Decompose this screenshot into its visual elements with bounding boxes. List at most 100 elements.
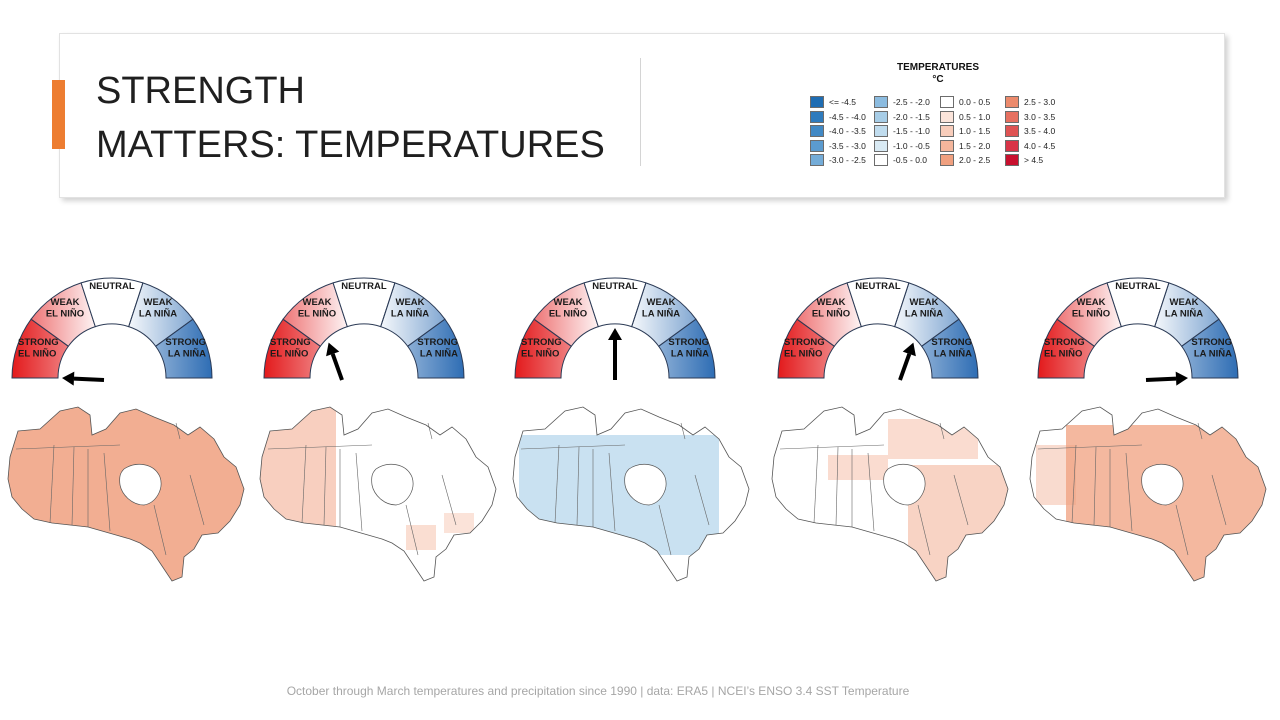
legend-swatch — [810, 125, 824, 137]
gauge-segment-label: LA NIÑA — [642, 309, 680, 320]
province-border — [15, 444, 121, 450]
gauge-segment-label: LA NIÑA — [420, 349, 458, 360]
canada-temperature-map — [256, 405, 506, 583]
province-border — [355, 452, 363, 532]
gauge-segment-label: WEAK — [646, 297, 675, 308]
map-anomaly-fill — [828, 419, 1008, 581]
legend-label: -2.5 - -2.0 — [893, 97, 930, 107]
legend-label: <= -4.5 — [829, 97, 856, 107]
province-border — [939, 422, 945, 440]
gauge-segment-label: WEAK — [909, 297, 938, 308]
gauge-pointer-head — [608, 328, 622, 340]
gauge-segment-label: EL NIÑO — [784, 349, 822, 360]
gauge-segment-label: WEAK — [395, 297, 424, 308]
country-outline — [1029, 406, 1267, 582]
legend-swatch — [810, 139, 824, 152]
gauge-segment-label: NEUTRAL — [592, 281, 638, 292]
province-border — [554, 444, 560, 524]
title-card — [59, 33, 1225, 198]
canada-temperature-map — [1026, 405, 1276, 583]
gauge-segment-label: STRONG — [417, 337, 458, 348]
enso-gauge-panel: STRONG EL NIÑO WEAK EL NIÑO NEUTRAL WEAK LA NI… — [513, 272, 749, 382]
canada-map — [771, 406, 1009, 582]
hudson-bay — [119, 463, 162, 506]
enso-gauge-panel: STRONG EL NIÑO WEAK EL NIÑO NEUTRAL WEAK LA NI… — [1036, 272, 1272, 386]
gauge-segment-label: STRONG — [1191, 337, 1232, 348]
gauge-segment-label: WEAK — [1169, 297, 1198, 308]
province-border — [576, 446, 580, 526]
legend-label: -4.0 - -3.5 — [829, 126, 866, 136]
enso-gauge-panel: STRONG EL NIÑO WEAK EL NIÑO NEUTRAL WEAK LA NI… — [776, 272, 1012, 382]
canada-temperature-map — [4, 405, 254, 583]
legend-unit: °C — [932, 74, 944, 85]
legend-swatch — [1005, 154, 1019, 166]
gauge-segment-label: EL NIÑO — [18, 349, 56, 360]
gauge-segment-label: WEAK — [50, 297, 79, 308]
country-outline — [512, 406, 750, 582]
gauge-segment-label: STRONG — [18, 337, 59, 348]
legend-swatch — [874, 125, 888, 137]
gauge-segment-label: EL NIÑO — [549, 309, 587, 320]
gauge-pointer-shaft — [1145, 376, 1177, 382]
gauge-segment-label: WEAK — [1076, 297, 1105, 308]
legend-label: -3.5 - -3.0 — [829, 140, 866, 151]
legend-label: 3.0 - 3.5 — [1024, 111, 1056, 122]
gauge-segment-label: WEAK — [816, 297, 845, 308]
gauge-segment-label: NEUTRAL — [341, 281, 387, 292]
province-border — [405, 504, 419, 556]
province-border — [658, 504, 672, 556]
legend-swatch — [940, 125, 954, 137]
province-border — [1071, 444, 1077, 524]
map-anomaly-region — [444, 513, 474, 533]
province-border — [323, 446, 327, 526]
gauge-segment-label: LA NIÑA — [934, 349, 972, 360]
legend-label: 2.0 - 2.5 — [959, 155, 991, 165]
map-anomaly-region — [1066, 425, 1266, 581]
province-border — [680, 422, 686, 440]
gauge-segment-label: LA NIÑA — [671, 349, 709, 360]
gauge-segment-label: EL NIÑO — [270, 349, 308, 360]
gauge-segment-label: EL NIÑO — [521, 349, 559, 360]
canada-map — [512, 406, 750, 582]
gauge-segment-label: WEAK — [302, 297, 331, 308]
province-border — [1175, 504, 1189, 556]
province-border — [1211, 474, 1227, 526]
legend-label: -1.0 - -0.5 — [893, 140, 930, 151]
gauge-segment-label: EL NIÑO — [1044, 349, 1082, 360]
map-anomaly-region — [1036, 445, 1076, 505]
legend-title: TEMPERATURES — [896, 62, 980, 73]
map-anomaly-region — [260, 407, 336, 581]
province-border — [441, 474, 457, 526]
gauge-pointer-head — [326, 342, 340, 357]
legend-label: 1.5 - 2.0 — [959, 140, 991, 151]
gauge-segment-label: EL NIÑO — [812, 309, 850, 320]
province-border — [301, 444, 307, 524]
province-border — [175, 422, 181, 440]
legend-label: -1.5 - -1.0 — [893, 126, 930, 136]
source-caption: October through March temperatures and p… — [286, 684, 910, 698]
gauge-pointer-head — [1175, 371, 1188, 386]
province-border — [867, 452, 875, 532]
canada-temperature-map — [768, 405, 1018, 583]
gauge-pointer-shaft — [73, 376, 105, 382]
legend-swatch — [810, 154, 824, 166]
province-border — [1197, 422, 1203, 440]
hudson-bay — [1141, 463, 1184, 506]
map-anomaly-region — [828, 455, 888, 480]
gauge-segment-label: NEUTRAL — [855, 281, 901, 292]
province-border — [267, 444, 373, 450]
gauge-segment-label: STRONG — [270, 337, 311, 348]
province-border — [1093, 446, 1097, 526]
province-border — [427, 422, 433, 440]
legend-label: 0.5 - 1.0 — [959, 111, 991, 122]
legend-label: 1.0 - 1.5 — [959, 126, 991, 136]
map-anomaly-fill — [519, 435, 719, 555]
gauge-segment-label: LA NIÑA — [168, 349, 206, 360]
country-outline — [259, 406, 497, 582]
legend-label: 2.5 - 3.0 — [1024, 97, 1056, 107]
province-border — [189, 474, 205, 526]
gauge-segment-label: STRONG — [165, 337, 206, 348]
title-divider — [640, 58, 641, 166]
